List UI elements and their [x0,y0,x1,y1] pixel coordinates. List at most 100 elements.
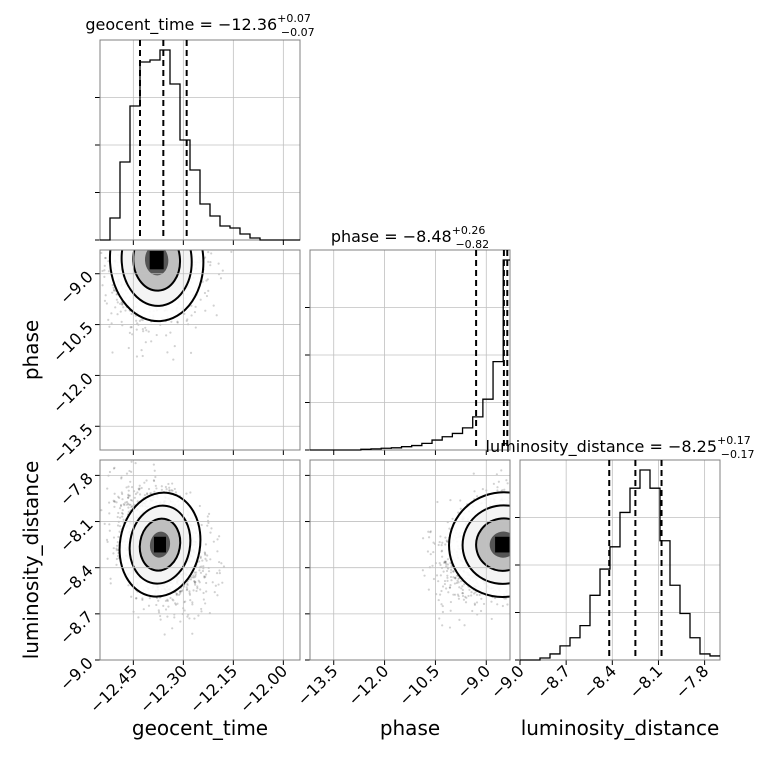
sample-point [191,240,193,242]
sample-point [171,218,173,220]
sample-point [218,572,221,575]
sample-point [579,481,581,483]
sample-point [540,569,542,571]
sample-point [127,510,130,514]
sample-point [192,589,195,592]
sample-point [218,569,221,572]
sample-point [154,230,156,232]
sample-point [143,220,145,222]
sample-point [197,614,200,617]
sample-point [159,206,161,208]
sample-point [164,217,166,219]
sample-point [111,291,114,294]
sample-point [576,502,578,504]
sample-point [120,223,122,225]
sample-point [143,208,145,210]
sample-point [513,553,515,555]
sample-point [223,246,225,248]
panel-frame [99,39,301,241]
sample-point [116,313,119,316]
sample-point [165,229,167,231]
sample-point [216,594,219,597]
sample-point [172,599,175,602]
sample-point [532,530,534,532]
sample-point [540,538,542,540]
sample-point [512,569,514,571]
sample-point [545,528,547,530]
sample-point [134,462,137,465]
sample-point [149,206,151,208]
x-tick-label-geocent_time: −12.30 [136,661,191,716]
sample-point [199,588,202,591]
sample-point [439,535,442,538]
density-peak [149,251,164,270]
sample-point [510,546,512,548]
sample-point [515,505,517,507]
sample-point [188,617,191,620]
sample-point [174,222,176,224]
sample-point [154,232,156,234]
sample-point [171,210,173,212]
sample-point [173,229,175,231]
sample-point [532,545,534,547]
x-tick-label-geocent_time: −12.15 [186,661,241,716]
sample-point [543,505,545,507]
sample-point [158,223,160,225]
sample-point [123,214,125,216]
sample-point [179,590,182,593]
sample-point [544,526,546,528]
sample-point [517,545,519,547]
sample-point [157,170,159,172]
sample-point [115,293,118,296]
sample-point [173,204,175,206]
sample-point [131,505,134,508]
sample-point [516,554,518,556]
sample-point [165,488,168,491]
panel-frame [99,249,301,451]
sample-point [448,586,451,589]
sample-point [178,241,180,243]
sample-point [532,529,534,531]
sample-point [531,555,533,557]
sample-point [173,236,175,238]
sample-point [542,512,544,514]
sample-point [215,245,217,247]
y-tick-label-phase: −12.0 [49,369,97,417]
sample-point [193,581,197,585]
sample-point [158,201,160,203]
sample-point [150,227,152,229]
sample-point [164,608,168,611]
sample-point [216,538,219,541]
sample-point [137,237,139,239]
sample-point [175,592,179,595]
sample-point [145,245,147,247]
sample-point [522,524,524,526]
sample-point [142,330,145,333]
sample-point [146,220,148,222]
sample-point [204,309,207,312]
sample-point [457,577,460,580]
sample-point [188,593,192,596]
sample-point [118,496,121,500]
sample-point [130,460,133,463]
sample-point [518,533,520,535]
sample-point [522,519,524,521]
sample-point [149,221,151,223]
histogram-phase [310,259,510,451]
sample-point [156,235,158,237]
sample-point [517,573,519,575]
sample-point [157,242,159,244]
sample-point [511,538,513,540]
sample-point [178,590,181,594]
sample-point [142,219,144,221]
sample-point [510,566,512,568]
sample-point [513,559,515,561]
sample-point [129,229,131,231]
sample-point [552,543,554,545]
sample-point [526,529,528,531]
sample-point [511,568,513,570]
sample-point [155,210,157,212]
sample-point [199,556,202,560]
sample-point [130,486,134,489]
sample-point [199,214,201,216]
